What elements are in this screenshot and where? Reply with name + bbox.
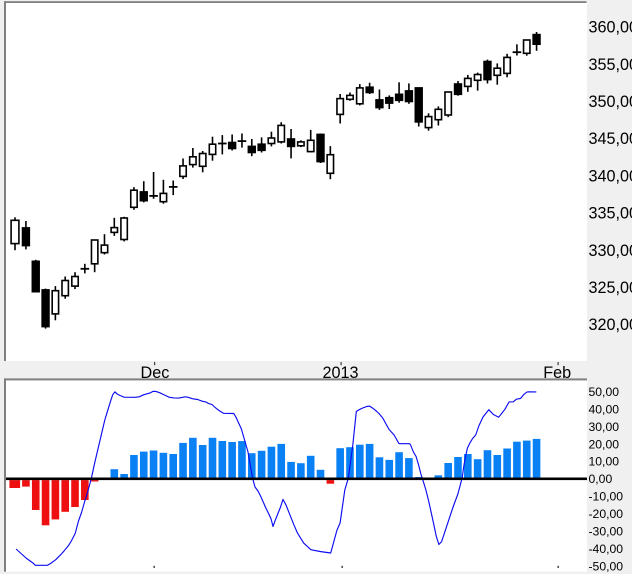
svg-text:Dec: Dec	[141, 364, 170, 382]
svg-text:345,00: 345,00	[589, 130, 632, 148]
svg-text:-40,00: -40,00	[589, 542, 624, 556]
svg-text:320,00: 320,00	[589, 316, 632, 334]
svg-text:350,00: 350,00	[589, 93, 632, 111]
svg-text:50,00: 50,00	[589, 385, 620, 399]
svg-text:2013: 2013	[322, 364, 358, 382]
svg-text:355,00: 355,00	[589, 56, 632, 74]
svg-text:335,00: 335,00	[589, 205, 632, 223]
svg-text:40,00: 40,00	[589, 402, 620, 416]
svg-text:-50,00: -50,00	[589, 559, 624, 573]
svg-text:Feb: Feb	[543, 364, 571, 382]
svg-text:325,00: 325,00	[589, 279, 632, 297]
svg-text:30,00: 30,00	[589, 420, 620, 434]
svg-text:360,00: 360,00	[589, 19, 632, 37]
svg-text:-30,00: -30,00	[589, 524, 624, 538]
svg-text:0,00: 0,00	[589, 472, 613, 486]
svg-text:10,00: 10,00	[589, 455, 620, 469]
svg-text:340,00: 340,00	[589, 167, 632, 185]
svg-text:20,00: 20,00	[589, 437, 620, 451]
svg-text:-10,00: -10,00	[589, 490, 624, 504]
svg-text:-20,00: -20,00	[589, 507, 624, 521]
svg-text:330,00: 330,00	[589, 242, 632, 260]
